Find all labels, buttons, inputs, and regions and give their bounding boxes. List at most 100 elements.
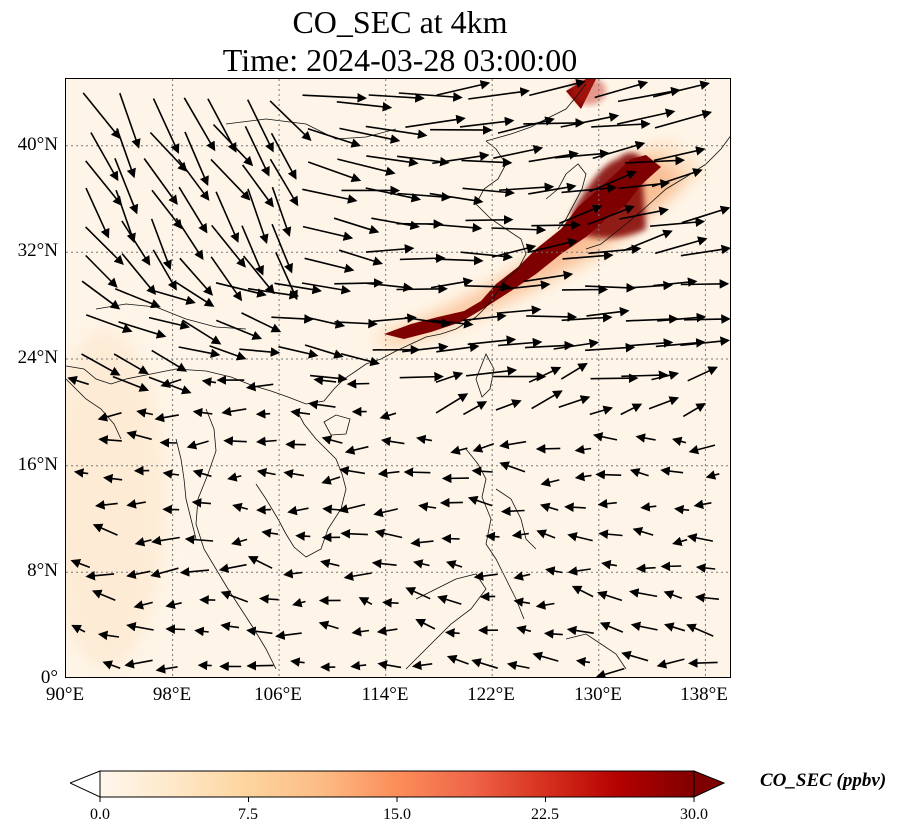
wind-arrow	[586, 306, 630, 317]
wind-arrow	[445, 560, 463, 570]
wind-arrow	[256, 505, 271, 515]
wind-arrow	[499, 280, 551, 291]
wind-arrow	[498, 305, 542, 315]
colorbar	[70, 770, 726, 802]
wind-arrow	[553, 338, 600, 350]
wind-arrow	[598, 529, 623, 539]
wind-arrow	[211, 224, 246, 268]
wind-arrow	[539, 502, 559, 512]
wind-arrow	[275, 251, 298, 301]
wind-arrow	[506, 660, 530, 671]
wind-arrow	[302, 188, 358, 204]
wind-arrow	[245, 381, 274, 392]
wind-arrow	[527, 237, 578, 254]
wind-arrow	[499, 461, 526, 473]
wind-arrow	[247, 556, 273, 569]
wind-arrow	[126, 430, 152, 441]
wind-arrow	[398, 92, 463, 102]
wind-arrow	[592, 140, 646, 160]
wind-arrow	[396, 284, 448, 294]
wind-arrow	[567, 532, 593, 542]
wind-arrow	[227, 472, 242, 482]
wind-arrow	[513, 571, 531, 581]
wind-arrow	[121, 220, 151, 266]
wind-arrow	[444, 628, 460, 638]
wind-arrow	[165, 599, 182, 610]
wind-arrow	[115, 189, 136, 244]
wind-arrow	[215, 319, 263, 340]
wind-arrow	[523, 118, 586, 128]
wind-arrow	[436, 342, 480, 353]
wind-arrow	[427, 222, 483, 233]
wind-arrow	[215, 191, 240, 243]
lat-tick-label: 40°N	[17, 134, 58, 155]
wind-arrow	[270, 132, 297, 180]
wind-arrow	[413, 559, 430, 569]
wind-arrow	[231, 536, 248, 547]
wind-arrow	[366, 155, 419, 167]
wind-arrow	[154, 412, 179, 423]
wind-arrow	[405, 114, 466, 128]
wind-arrow	[531, 220, 582, 230]
wind-arrow	[102, 660, 121, 670]
wind-arrow	[374, 528, 403, 539]
wind-arrow	[184, 131, 209, 186]
wind-arrow	[91, 589, 116, 601]
wind-arrow	[630, 621, 658, 632]
wind-arrow	[85, 254, 118, 288]
colorbar-label: CO_SEC (ppbv)	[760, 770, 887, 791]
wind-arrow	[524, 340, 575, 351]
wind-arrow	[377, 660, 402, 670]
wind-arrow	[435, 255, 484, 266]
wind-arrow	[410, 537, 434, 548]
wind-arrow	[81, 353, 121, 376]
wind-arrow	[134, 537, 152, 547]
wind-arrow	[307, 399, 336, 410]
wind-arrow	[380, 436, 405, 447]
wind-arrow	[467, 335, 517, 346]
wind-arrow	[241, 312, 282, 333]
map-title: CO_SEC at 4km	[292, 4, 508, 40]
wind-arrow	[432, 151, 490, 165]
wind-arrow	[625, 314, 679, 324]
wind-arrow	[597, 498, 617, 509]
wind-arrow	[694, 592, 719, 603]
wind-arrow	[493, 144, 544, 159]
wind-arrow	[92, 523, 118, 536]
wind-arrow	[244, 125, 270, 177]
wind-arrow	[683, 314, 730, 324]
wind-arrow	[693, 499, 712, 510]
wind-arrow	[429, 192, 484, 206]
wind-arrow	[350, 660, 367, 671]
wind-arrow	[269, 158, 299, 207]
wind-arrow	[119, 92, 141, 149]
wind-arrow	[528, 366, 562, 383]
wind-arrow	[450, 445, 468, 455]
wind-arrow	[85, 570, 115, 581]
wind-arrow	[660, 466, 684, 476]
lon-tick-label: 114°E	[361, 684, 409, 705]
wind-arrow	[94, 500, 118, 510]
lat-tick-label: 32°N	[17, 240, 58, 261]
wind-arrow	[183, 97, 216, 152]
wind-arrow	[640, 502, 657, 512]
wind-arrow	[562, 250, 614, 261]
wind-arrow	[594, 80, 649, 99]
wind-arrow	[625, 338, 674, 348]
lat-tick-label: 24°N	[17, 347, 58, 368]
wind-arrow	[97, 412, 122, 422]
wind-arrow	[635, 563, 656, 574]
wind-arrow	[680, 244, 730, 257]
wind-arrow	[687, 533, 714, 543]
wind-arrow	[528, 182, 577, 195]
wind-arrow	[321, 475, 341, 485]
wind-arrow	[160, 378, 182, 388]
wind-arrow	[695, 563, 716, 573]
wind-arrow	[212, 124, 254, 167]
lon-tick-label: 90°E	[45, 684, 85, 705]
wind-arrow	[318, 620, 339, 630]
wind-arrow	[513, 597, 531, 607]
wind-arrow	[399, 253, 446, 264]
wind-arrow	[653, 146, 706, 162]
wind-arrow	[626, 280, 674, 291]
